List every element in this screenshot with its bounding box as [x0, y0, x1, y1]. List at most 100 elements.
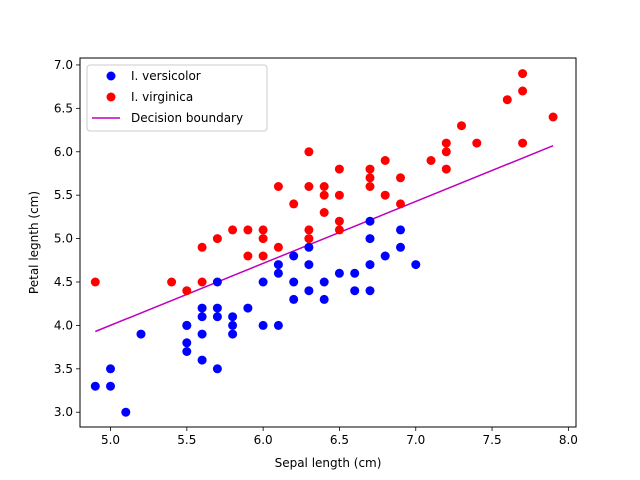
versicolor-point — [289, 294, 299, 304]
x-axis-label: Sepal length (cm) — [275, 456, 382, 470]
legend-label: I. versicolor — [131, 69, 201, 83]
versicolor-point — [197, 355, 207, 365]
versicolor-point — [304, 260, 314, 270]
virginica-point — [90, 277, 100, 287]
virginica-point — [258, 234, 268, 244]
virginica-point — [502, 95, 512, 105]
y-tick-label: 4.5 — [54, 275, 73, 289]
versicolor-point — [411, 260, 421, 270]
y-tick-label: 5.0 — [54, 232, 73, 246]
virginica-point — [548, 112, 558, 122]
virginica-point — [273, 182, 283, 191]
versicolor-point — [197, 303, 207, 313]
versicolor-point — [258, 277, 268, 287]
virginica-point — [197, 277, 207, 287]
versicolor-point — [396, 242, 405, 252]
plot-area — [90, 69, 558, 417]
virginica-point — [334, 190, 344, 200]
versicolor-point — [136, 329, 146, 339]
y-tick-label: 3.0 — [54, 405, 73, 419]
versicolor-point — [350, 286, 360, 296]
legend-label: Decision boundary — [131, 111, 243, 125]
virginica-point — [380, 156, 390, 165]
versicolor-point — [365, 260, 375, 270]
x-tick-label: 8.0 — [559, 433, 578, 447]
virginica-point — [304, 225, 314, 235]
virginica-point — [273, 242, 283, 252]
versicolor-point — [273, 268, 283, 278]
virginica-point — [182, 286, 192, 296]
versicolor-point — [304, 286, 314, 296]
versicolor-point — [90, 381, 100, 391]
virginica-point — [380, 190, 390, 200]
virginica-point — [304, 182, 314, 191]
x-tick-label: 6.5 — [330, 433, 349, 447]
versicolor-point — [197, 312, 207, 322]
versicolor-point — [380, 251, 390, 261]
versicolor-point — [273, 260, 283, 270]
legend-box — [86, 64, 268, 132]
virginica-point — [334, 216, 344, 226]
versicolor-point — [212, 312, 222, 322]
y-axis-label: Petal legnth (cm) — [27, 191, 41, 294]
y-tick-label: 4.0 — [54, 318, 73, 332]
x-tick-label: 5.5 — [177, 433, 196, 447]
axes-frame — [79, 57, 577, 428]
legend-marker — [106, 92, 116, 102]
virginica-point — [258, 251, 268, 261]
virginica-point — [396, 173, 405, 183]
virginica-point — [243, 251, 253, 261]
versicolor-point — [182, 320, 192, 330]
versicolor-point — [396, 225, 405, 235]
legend: I. versicolor I. virginica Decision bounda… — [86, 64, 268, 132]
virginica-point — [319, 190, 329, 200]
virginica-point — [441, 138, 451, 148]
versicolor-point — [106, 364, 115, 374]
virginica-point — [228, 225, 238, 235]
virginica-point — [334, 164, 344, 174]
virginica-point — [518, 86, 528, 96]
x-tick-label: 6.0 — [254, 433, 273, 447]
virginica-point — [365, 164, 375, 174]
virginica-point — [289, 199, 299, 209]
versicolor-point — [258, 320, 268, 330]
virginica-point — [304, 234, 314, 244]
x-tick-label: 7.0 — [406, 433, 425, 447]
versicolor-point — [319, 277, 329, 287]
virginica-point — [258, 225, 268, 235]
versicolor-point — [228, 312, 238, 322]
versicolor-point — [243, 303, 253, 313]
virginica-point — [426, 156, 436, 165]
y-axis: 3.0 3.5 4.0 4.5 5.0 5.5 6.0 6.5 7.0 — [54, 58, 80, 419]
versicolor-point — [304, 242, 314, 252]
versicolor-point — [121, 407, 131, 417]
virginica-point — [197, 242, 207, 252]
versicolor-point — [319, 294, 329, 304]
versicolor-point — [350, 268, 360, 278]
virginica-point — [334, 225, 344, 235]
versicolor-point — [228, 329, 238, 339]
decision-boundary-line — [95, 145, 554, 333]
versicolor-point — [197, 329, 207, 339]
y-tick-label: 6.0 — [54, 145, 73, 159]
virginica-point — [304, 147, 314, 157]
versicolor-point — [365, 234, 375, 244]
virginica-point — [441, 164, 451, 174]
legend-marker — [106, 71, 116, 81]
virginica-point — [396, 199, 405, 209]
virginica-point — [441, 147, 451, 157]
virginica-point — [457, 121, 466, 131]
x-tick-label: 5.0 — [101, 433, 120, 447]
virginica-point — [365, 182, 375, 191]
versicolor-point — [182, 347, 192, 356]
versicolor-point — [289, 277, 299, 287]
versicolor-point — [365, 216, 375, 226]
versicolor-point — [212, 303, 222, 313]
y-tick-label: 5.5 — [54, 188, 73, 202]
x-axis: 5.0 5.5 6.0 6.5 7.0 7.5 8.0 — [101, 427, 578, 447]
virginica-point — [518, 69, 528, 79]
virginica-point — [365, 173, 375, 183]
x-tick-label: 7.5 — [483, 433, 502, 447]
y-tick-label: 6.5 — [54, 101, 73, 115]
